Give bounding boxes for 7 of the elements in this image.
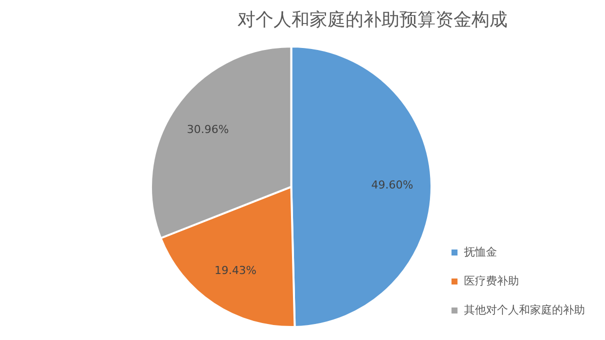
chart-title: 对个人和家庭的补助预算资金构成	[238, 9, 508, 30]
data-label: 30.96%	[186, 122, 229, 136]
data-label: 19.43%	[214, 264, 256, 277]
legend-label: 医疗费补助	[464, 274, 519, 288]
data-label: 49.60%	[371, 178, 414, 192]
legend-label: 抚恤金	[463, 245, 497, 258]
legend-label: 其他对个人和家庭的补助	[464, 303, 585, 316]
